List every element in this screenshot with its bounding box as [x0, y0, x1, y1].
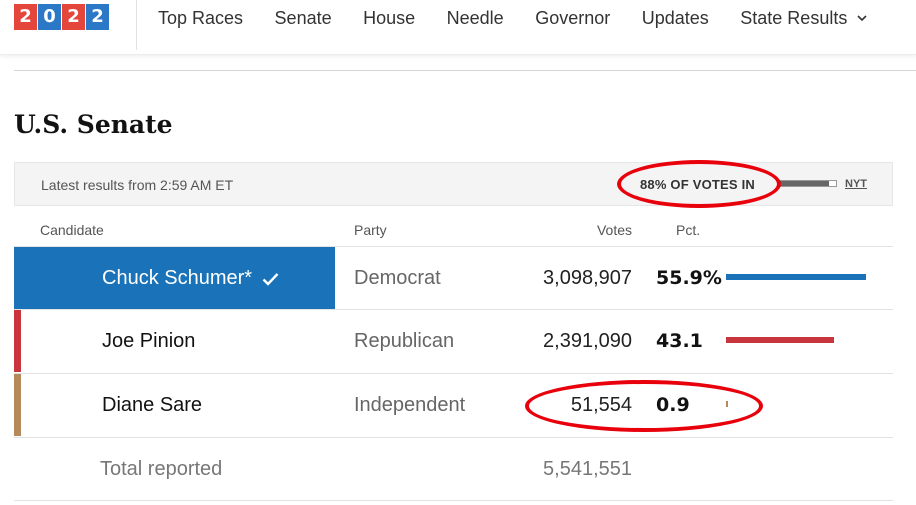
candidate-name-text: Chuck Schumer* [102, 267, 253, 289]
chevron-down-icon [857, 15, 867, 22]
logo-2022[interactable]: 2 0 2 2 [14, 4, 109, 30]
candidate-name: Diane Sare [102, 394, 203, 416]
logo-digit: 2 [62, 4, 85, 30]
row-divider [14, 437, 893, 438]
votes-in-progress-bar [779, 180, 837, 187]
total-reported-votes: 5,541,551 [543, 458, 632, 480]
candidate-pct: 55.9% [656, 267, 722, 289]
vote-share-bar [726, 337, 834, 343]
row-divider [14, 500, 893, 501]
page-title: U.S. Senate [14, 110, 173, 139]
nav-links: Top Races Senate House Needle Governor U… [158, 0, 869, 36]
candidate-pct: 43.1 [656, 330, 703, 352]
nav-house[interactable]: House [363, 7, 416, 28]
candidate-votes: 51,554 [570, 394, 632, 416]
party-color-stripe [14, 310, 21, 372]
row-divider [14, 309, 893, 310]
candidate-row-sare: Diane Sare Independent 51,554 0.9 [14, 374, 893, 436]
column-header-candidate: Candidate [40, 222, 104, 238]
logo-digit: 2 [14, 4, 37, 30]
row-divider [14, 246, 893, 247]
results-status-bar: Latest results from 2:59 AM ET 88% OF VO… [14, 162, 893, 206]
candidate-pct: 0.9 [656, 394, 690, 416]
nav-state-results-dropdown[interactable]: State Results [740, 8, 869, 29]
party-color-stripe [14, 374, 21, 436]
results-table: Latest results from 2:59 AM ET 88% OF VO… [14, 162, 893, 505]
candidate-party: Republican [354, 330, 455, 352]
checkmark-icon [262, 272, 279, 286]
column-header-party: Party [354, 222, 387, 238]
column-header-votes: Votes [596, 222, 632, 238]
nav-needle[interactable]: Needle [446, 7, 504, 28]
candidate-party: Democrat [354, 267, 441, 289]
votes-in-progress-fill [780, 181, 830, 186]
nav-governor[interactable]: Governor [535, 7, 611, 28]
section-divider [14, 70, 916, 71]
nav-divider [136, 0, 137, 50]
votes-in-label: 88% OF VOTES IN [640, 177, 755, 192]
nyt-source-link[interactable]: NYT [845, 178, 867, 190]
nav-senate[interactable]: Senate [274, 7, 332, 28]
candidate-row-pinion: Joe Pinion Republican 2,391,090 43.1 [14, 310, 893, 372]
candidate-row-schumer: Chuck Schumer* Democrat 3,098,907 55.9% [14, 247, 893, 309]
candidate-party: Independent [354, 394, 466, 416]
top-nav: 2 0 2 2 Top Races Senate House Needle Go… [0, 0, 916, 55]
winner-name-cell: Chuck Schumer* [14, 247, 335, 309]
vote-share-bar [726, 401, 729, 407]
column-header-pct: Pct. [676, 222, 701, 238]
candidate-name: Chuck Schumer* [102, 267, 279, 290]
candidate-votes: 3,098,907 [543, 267, 632, 289]
nav-top-races[interactable]: Top Races [158, 7, 244, 28]
candidate-name: Joe Pinion [102, 330, 196, 352]
logo-digit: 0 [38, 4, 61, 30]
candidate-votes: 2,391,090 [543, 330, 632, 352]
vote-share-bar [726, 274, 866, 280]
latest-results-time: Latest results from 2:59 AM ET [41, 177, 234, 193]
nav-updates[interactable]: Updates [641, 7, 709, 28]
row-divider [14, 373, 893, 374]
total-reported-label: Total reported [100, 458, 223, 480]
nav-state-results-label: State Results [740, 7, 848, 28]
logo-digit: 2 [86, 4, 109, 30]
